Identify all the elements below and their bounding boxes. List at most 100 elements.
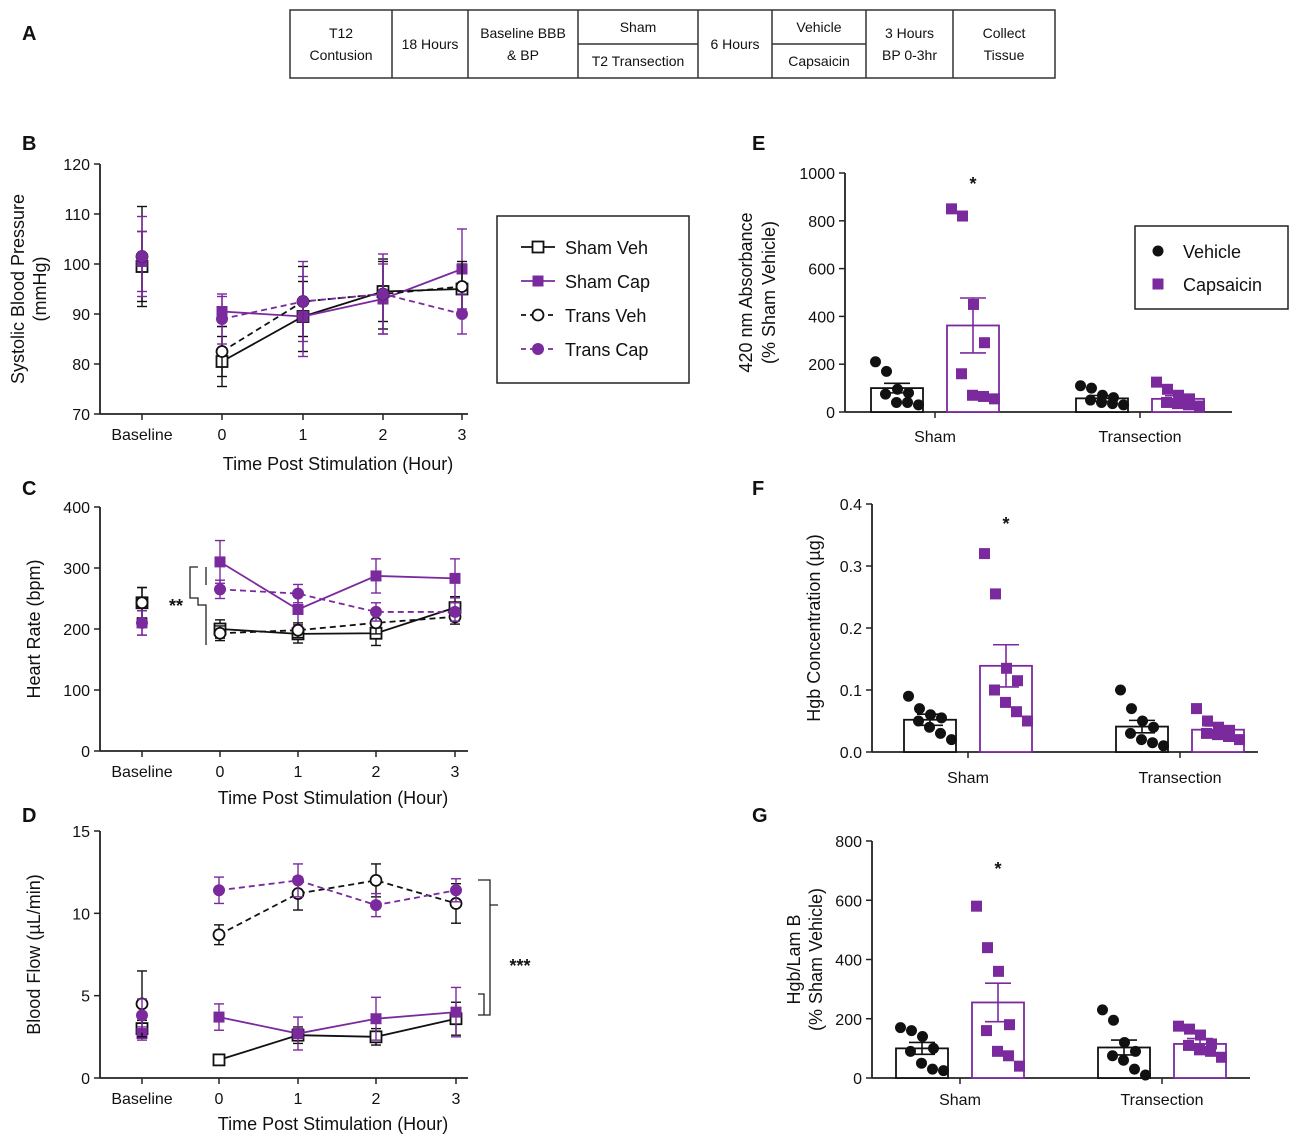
data-point xyxy=(1118,1054,1129,1066)
protocol-step-bottom: Capsaicin xyxy=(788,53,849,69)
data-point xyxy=(1130,1045,1141,1057)
x-tick-label: Transection xyxy=(1139,770,1222,787)
data-point xyxy=(1161,396,1172,408)
series-trans-cap xyxy=(136,215,468,345)
legend-frame xyxy=(496,215,690,384)
y-tick-label: 15 xyxy=(72,824,90,841)
chart-hgb-lamb: 0 200 400 600 800 Sham Transection Hgb/Lam B (% … xyxy=(784,834,1250,1109)
significance-star: * xyxy=(1002,514,1009,534)
x-tick-label: 3 xyxy=(452,1091,461,1108)
legend-label: Trans Veh xyxy=(565,306,646,326)
data-point xyxy=(292,587,304,600)
panel-letter-c: C xyxy=(22,478,36,500)
data-point xyxy=(981,1025,992,1037)
data-point xyxy=(982,942,993,954)
data-point xyxy=(1137,715,1148,727)
panel-letter-e: E xyxy=(752,133,765,155)
data-point xyxy=(1147,737,1158,749)
y-tick-label: 1000 xyxy=(799,166,835,183)
significance-stars: ** xyxy=(169,596,183,616)
protocol-step-bottom: Tissue xyxy=(984,47,1025,63)
legend-marker xyxy=(531,308,545,322)
x-tick-label: Baseline xyxy=(111,427,172,444)
significance-star: * xyxy=(969,174,976,194)
data-point xyxy=(135,596,149,610)
data-point xyxy=(212,928,226,942)
data-point xyxy=(916,1057,927,1069)
panel-letter-a: A xyxy=(22,23,36,45)
series-line xyxy=(218,1017,457,1061)
data-point xyxy=(1194,400,1205,412)
x-tick-label: 3 xyxy=(451,764,460,781)
protocol-timeline: T12 Contusion 18 Hours Baseline BBB & BP Sham… xyxy=(289,9,1056,79)
data-point xyxy=(1184,1023,1195,1035)
data-point xyxy=(891,396,902,408)
series-vehicle xyxy=(895,1004,1151,1081)
data-point xyxy=(1224,724,1235,736)
y-axis-title: (% Sham Vehicle) xyxy=(759,221,779,364)
data-point xyxy=(946,203,957,215)
significance-star: * xyxy=(994,859,1001,879)
x-tick-label: Sham xyxy=(947,770,989,787)
data-point xyxy=(215,345,229,358)
y-tick-label: 10 xyxy=(72,906,90,923)
data-point xyxy=(370,605,382,618)
y-tick-label: 0.2 xyxy=(840,621,862,638)
data-point xyxy=(1191,703,1202,715)
data-point xyxy=(213,1011,225,1023)
data-point xyxy=(917,1031,928,1043)
data-point xyxy=(370,570,382,582)
data-point xyxy=(1115,684,1126,696)
data-point xyxy=(957,210,968,222)
data-point xyxy=(1000,696,1011,708)
y-tick-label: 100 xyxy=(63,683,90,700)
data-point xyxy=(1183,399,1194,411)
y-tick-label: 0.3 xyxy=(840,559,862,576)
y-tick-label: 110 xyxy=(64,207,90,224)
data-point xyxy=(1108,1014,1119,1026)
data-point xyxy=(1173,389,1184,401)
data-point xyxy=(1162,383,1173,395)
data-point xyxy=(936,712,947,724)
legend-frame xyxy=(1134,225,1289,310)
protocol-step-top: T12 xyxy=(329,25,353,41)
y-axis-title: Heart Rate (bpm) xyxy=(24,559,44,698)
protocol-step-top: Vehicle xyxy=(796,19,841,35)
x-tick-label: 2 xyxy=(372,1091,381,1108)
x-tick-label: Baseline xyxy=(111,764,172,781)
data-point xyxy=(1140,1069,1151,1081)
data-point xyxy=(938,1065,949,1077)
data-point xyxy=(990,588,1001,600)
data-point xyxy=(1119,1036,1130,1048)
y-tick-label: 300 xyxy=(63,561,90,578)
data-point xyxy=(1126,703,1137,715)
y-axis-title: (mmHg) xyxy=(30,257,50,322)
significance-bracket xyxy=(478,879,498,906)
y-tick-label: 0.0 xyxy=(840,745,862,762)
data-point xyxy=(1012,675,1023,687)
data-point xyxy=(880,388,891,400)
series-trans-veh xyxy=(135,863,463,1038)
data-point xyxy=(956,368,967,380)
series-trans-cap xyxy=(136,863,462,1033)
series-sham-veh xyxy=(135,230,469,388)
protocol-step-label: 18 Hours xyxy=(402,36,459,52)
protocol-step-top: Collect xyxy=(983,25,1026,41)
data-point xyxy=(1129,1063,1140,1075)
data-point xyxy=(925,709,936,721)
chart-systolic-bp: 70 80 90 100 110 120 Baseline 0 1 2 3 Time Post Sti… xyxy=(8,157,469,474)
y-tick-label: 120 xyxy=(63,157,90,174)
y-tick-label: 400 xyxy=(808,309,835,326)
data-point xyxy=(456,308,468,320)
x-tick-label: Transection xyxy=(1099,429,1182,446)
y-tick-label: 800 xyxy=(835,834,862,851)
legend-marker xyxy=(531,240,545,254)
y-tick-label: 0 xyxy=(826,405,835,422)
panel-letter-d: D xyxy=(22,805,36,827)
data-point xyxy=(1205,1045,1216,1057)
data-point xyxy=(870,356,881,368)
series-capsaicin xyxy=(979,548,1245,753)
x-axis-title: Time Post Stimulation (Hour) xyxy=(223,454,453,474)
series-line xyxy=(218,879,457,907)
x-tick-label: 0 xyxy=(216,764,225,781)
